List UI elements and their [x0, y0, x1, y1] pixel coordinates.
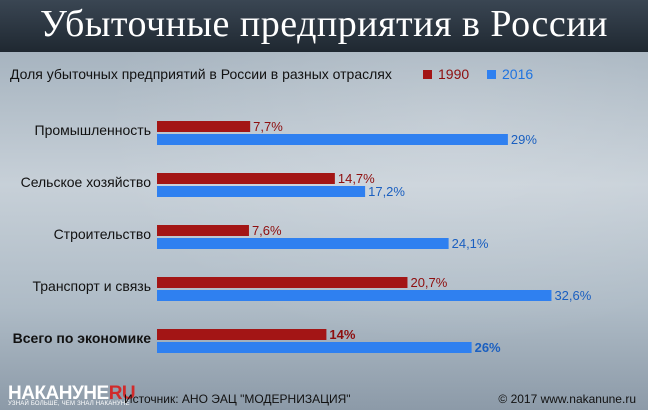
source-note: Источник: АНО ЭАЦ "МОДЕРНИЗАЦИЯ"	[124, 392, 351, 406]
value-label: 14%	[329, 327, 355, 342]
value-label: 17,2%	[368, 184, 405, 199]
brand-main: НАКАНУНЕ	[8, 383, 109, 404]
brand-tagline: УЗНАЙ БОЛЬШЕ, ЧЕМ ЗНАЛ НАКАНУНЕ	[8, 401, 130, 407]
bar-2016	[157, 134, 508, 145]
value-label: 24,1%	[452, 236, 489, 251]
category-label: Всего по экономике	[13, 330, 152, 346]
value-label: 26%	[475, 340, 501, 355]
bar-1990	[157, 225, 249, 236]
category-label: Транспорт и связь	[32, 278, 151, 294]
value-label: 14,7%	[338, 171, 375, 186]
bar-2016	[157, 238, 449, 249]
legend-swatch-2016	[487, 69, 496, 79]
bar-1990	[157, 329, 327, 340]
category-label: Промышленность	[35, 122, 151, 138]
value-label: 20,7%	[410, 275, 447, 290]
brand-logo: НАКАНУНЕRU	[8, 383, 136, 405]
legend-swatch-1990	[423, 69, 432, 79]
bar-1990	[157, 277, 408, 288]
legend-item-1990: 1990	[423, 66, 469, 82]
bar-2016	[157, 290, 552, 301]
category-label: Строительство	[54, 226, 152, 242]
page-title: Убыточные предприятия в России	[40, 3, 608, 45]
value-label: 7,7%	[253, 119, 283, 134]
value-label: 29%	[511, 132, 537, 147]
bar-2016	[157, 186, 366, 197]
bar-2016	[157, 342, 472, 353]
bar-1990	[157, 173, 335, 184]
legend-label-1990: 1990	[438, 66, 470, 82]
bar-1990	[157, 121, 251, 132]
brand-suffix: RU	[108, 383, 136, 404]
value-label: 32,6%	[554, 288, 591, 303]
header-bar: Убыточные предприятия в России	[0, 0, 648, 52]
legend-item-2016: 2016	[487, 66, 533, 82]
category-label: Сельское хозяйство	[21, 174, 152, 190]
legend-label-2016: 2016	[502, 66, 534, 82]
copyright-note: © 2017 www.nakanune.ru	[498, 392, 636, 406]
chart-title: Доля убыточных предприятий в России в ра…	[10, 66, 392, 82]
value-label: 7,6%	[252, 223, 282, 238]
